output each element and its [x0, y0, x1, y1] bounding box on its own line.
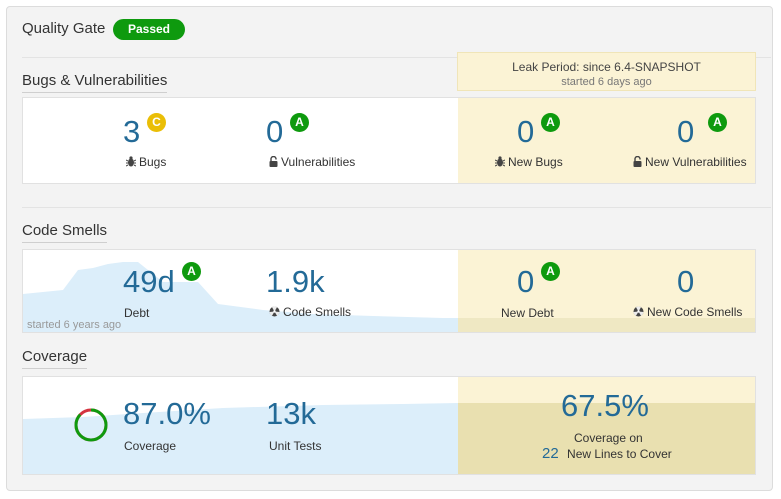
coverage-box: 87.0% Coverage 13k Unit Tests 67.5% Cove… — [22, 376, 756, 475]
lock-icon — [633, 155, 642, 170]
radiation-icon — [633, 306, 644, 320]
coverage-metric[interactable]: 87.0% — [123, 397, 211, 431]
new-debt-value[interactable]: 0 — [517, 264, 535, 299]
debt-value[interactable]: 49d — [123, 264, 175, 299]
leak-area — [458, 98, 755, 183]
bugs-box: 3 C Bugs 0 A Vulnerabilities 0 A New Bug… — [22, 97, 756, 184]
coverage-value[interactable]: 87.0% — [123, 396, 211, 431]
debt-metric[interactable]: 49d — [123, 265, 175, 299]
debt-history-chart — [23, 262, 755, 332]
section-title-coverage[interactable]: Coverage — [22, 348, 88, 369]
new-debt-label: New Debt — [501, 306, 554, 320]
new-vulnerabilities-label: New Vulnerabilities — [633, 155, 747, 170]
leak-period-started: started 6 days ago — [561, 76, 652, 88]
code-smells-box: 49d A Debt 1.9k Code Smells 0 A New Debt… — [22, 249, 756, 333]
new-vulnerabilities-rating[interactable]: A — [708, 113, 727, 132]
section-title-code-smells[interactable]: Code Smells — [22, 222, 108, 243]
leak-period-title: Leak Period: since 6.4-SNAPSHOT — [512, 60, 701, 74]
vulnerabilities-value[interactable]: 0 — [266, 114, 284, 149]
quality-gate-status-badge: Passed — [113, 19, 185, 40]
divider — [22, 207, 771, 208]
code-smells-label: Code Smells — [269, 305, 351, 320]
leak-area — [458, 250, 755, 318]
new-vulnerabilities-value[interactable]: 0 — [677, 114, 695, 149]
lock-icon — [269, 155, 278, 170]
unit-tests-label: Unit Tests — [269, 439, 322, 453]
bugs-rating[interactable]: C — [147, 113, 166, 132]
new-bugs-metric[interactable]: 0 — [517, 115, 534, 149]
leak-area — [458, 377, 755, 403]
new-vulnerabilities-metric[interactable]: 0 — [677, 115, 694, 149]
smells-history-started: started 6 years ago — [27, 319, 122, 331]
new-code-smells-value[interactable]: 0 — [677, 264, 695, 299]
new-coverage-label: Coverage on — [574, 431, 643, 445]
code-smells-value[interactable]: 1.9k — [266, 264, 325, 299]
coverage-history-chart — [23, 403, 755, 474]
debt-label: Debt — [124, 306, 150, 320]
bugs-label: Bugs — [125, 155, 166, 170]
new-lines-to-cover[interactable]: 22 New Lines to Cover — [542, 445, 672, 462]
new-bugs-label: New Bugs — [494, 155, 563, 170]
bug-icon — [494, 156, 506, 170]
new-debt-rating[interactable]: A — [541, 262, 560, 281]
bugs-value[interactable]: 3 — [123, 114, 141, 149]
vulnerabilities-rating[interactable]: A — [290, 113, 309, 132]
debt-rating[interactable]: A — [182, 262, 201, 281]
radiation-icon — [269, 306, 280, 320]
coverage-label: Coverage — [124, 439, 177, 453]
new-lines-value[interactable]: 22 — [542, 445, 559, 462]
quality-gate-label: Quality Gate — [22, 20, 106, 37]
vulnerabilities-label: Vulnerabilities — [269, 155, 355, 170]
new-bugs-value[interactable]: 0 — [517, 114, 535, 149]
unit-tests-metric[interactable]: 13k — [266, 397, 316, 431]
new-lines-label: New Lines to Cover — [567, 447, 672, 461]
unit-tests-value[interactable]: 13k — [266, 396, 316, 431]
new-bugs-rating[interactable]: A — [541, 113, 560, 132]
new-debt-metric[interactable]: 0 — [517, 265, 534, 299]
bug-icon — [125, 156, 137, 170]
section-title-bugs[interactable]: Bugs & Vulnerabilities — [22, 72, 168, 93]
new-coverage-value[interactable]: 67.5% — [561, 388, 649, 423]
divider — [22, 57, 771, 58]
leak-period-header: Leak Period: since 6.4-SNAPSHOT started … — [457, 52, 756, 91]
new-code-smells-label: New Code Smells — [633, 305, 742, 320]
new-coverage-metric[interactable]: 67.5% — [561, 389, 649, 423]
new-code-smells-metric[interactable]: 0 — [677, 265, 694, 299]
coverage-donut[interactable] — [73, 407, 109, 443]
bugs-metric[interactable]: 3 — [123, 115, 140, 149]
code-smells-metric[interactable]: 1.9k — [266, 265, 325, 299]
vulnerabilities-metric[interactable]: 0 — [266, 115, 283, 149]
